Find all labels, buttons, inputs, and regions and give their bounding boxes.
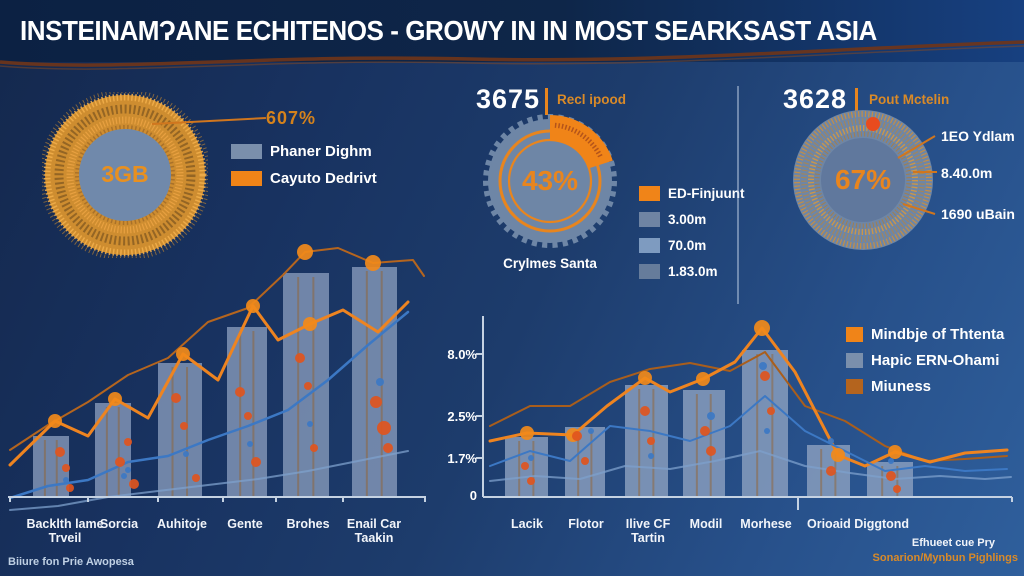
donut-right-callout-2: 8.40.0m <box>941 165 993 181</box>
donut-left-callout-value: 607% <box>266 108 317 128</box>
legend-item: Mindbje of Thtenta <box>846 326 1004 343</box>
x-axis-label: Ilive CF Tartin <box>625 517 671 545</box>
legend-swatch-slate <box>231 144 262 159</box>
footer-credit-right: Sonarion/Mynbun Pighlings <box>872 552 1018 564</box>
donut-chart-left <box>42 92 208 258</box>
legend-label: Hapic ERN-Ohami <box>871 352 1000 369</box>
y-axis-tick-label: 0 <box>469 488 477 503</box>
donut-right-center-value: 67% <box>834 164 892 195</box>
x-axis-label: Flotor <box>568 517 604 531</box>
legend-swatch-orange <box>846 327 863 342</box>
donut-chart-right <box>793 110 937 250</box>
legend-swatch-blue <box>639 238 660 253</box>
legend-item: 3.00m <box>639 212 744 227</box>
section-divider <box>737 86 739 304</box>
header-band <box>0 0 1024 62</box>
stat-divider-tick-mid <box>545 88 548 115</box>
donut-left-center-value: 3GB <box>101 161 149 187</box>
x-axis-label: Sorcia <box>99 517 139 531</box>
stat-divider-tick-right <box>855 88 858 126</box>
legend-label: Mindbje of Thtenta <box>871 326 1005 343</box>
x-axis-label: Orioaid Diggtond <box>807 517 910 531</box>
x-axis-label: Backlth lame Trveil <box>26 517 104 545</box>
donut-mid-center-value: 43% <box>521 165 579 196</box>
donut-right-marker-dot <box>866 117 880 131</box>
donut-chart-mid <box>483 114 617 248</box>
stat-value-mid: 3675 <box>476 84 541 114</box>
legend-swatch-slate <box>639 212 660 227</box>
x-axis-label: Gente <box>227 517 263 531</box>
y-axis-tick-label: 2.5% <box>447 409 477 424</box>
y-axis-tick-label: 8.0% <box>447 347 477 362</box>
legend-swatch-orange <box>639 186 660 201</box>
legend-right: Mindbje of Thtenta Hapic ERN-Ohami Miune… <box>846 326 1004 404</box>
footer-note-right: Efhueet cue Pry <box>911 537 995 549</box>
x-axis-label: Lacik <box>511 517 543 531</box>
donut-mid-caption: Crylmes Santa <box>503 256 597 271</box>
x-axis-label: Modil <box>689 517 723 531</box>
legend-label: 1.83.0m <box>668 264 718 279</box>
legend-mid: ED-Finjuunt 3.00m 70.0m 1.83.0m <box>639 186 744 290</box>
donut-right-callout-3: 1690 uBain <box>941 206 1015 222</box>
legend-label: Phaner Dighm <box>270 143 372 160</box>
legend-swatch-slate <box>846 353 863 368</box>
legend-item: Phaner Dighm <box>231 143 377 160</box>
legend-item: 70.0m <box>639 238 744 253</box>
legend-label: 70.0m <box>668 238 707 253</box>
legend-item: Miuness <box>846 378 1004 395</box>
legend-label: ED-Finjuunt <box>668 186 745 201</box>
legend-item: ED-Finjuunt <box>639 186 744 201</box>
legend-swatch-orange <box>231 171 262 186</box>
x-axis-label: Enail Car Taakin <box>346 517 402 545</box>
legend-label: Cayuto Dedrivt <box>270 170 377 187</box>
y-axis-tick-label: 1.7% <box>447 451 477 466</box>
left-bar-chart <box>8 244 426 511</box>
stat-label-right: Pout Mctelin <box>869 92 950 107</box>
x-axis-label: Brohes <box>286 517 330 531</box>
stat-value-right: 3628 <box>783 84 848 114</box>
wave-divider-line <box>0 40 1024 70</box>
legend-swatch-brown <box>846 379 863 394</box>
legend-item: Hapic ERN-Ohami <box>846 352 1004 369</box>
x-axis-label: Morhese <box>740 517 792 531</box>
legend-item: 1.83.0m <box>639 264 744 279</box>
legend-item: Cayuto Dedrivt <box>231 170 377 187</box>
right-bar-chart <box>476 316 1013 510</box>
x-axis-label: Auhitoje <box>157 517 207 531</box>
legend-label: 3.00m <box>668 212 707 227</box>
stat-label-mid: Recl ipood <box>557 92 627 107</box>
legend-left: Phaner Dighm Cayuto Dedrivt <box>231 143 377 197</box>
page-title: INSTEINAMɁANE ECHITENOS - GROWY IN IN MO… <box>20 15 877 46</box>
legend-label: Miuness <box>871 378 932 395</box>
donut-right-callout-1: 1EO Ydlam <box>941 128 1015 144</box>
footer-source-left: Biiure fon Prie Awopesa <box>8 556 134 568</box>
legend-swatch-slate <box>639 264 660 279</box>
